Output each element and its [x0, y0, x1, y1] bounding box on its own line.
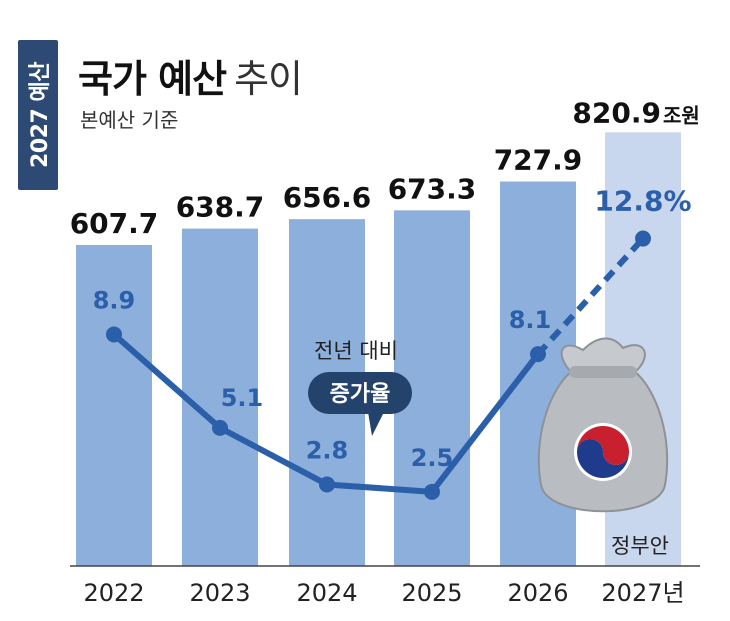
bar-value-label: 820.9 — [572, 96, 661, 129]
emblem-blue-half — [577, 439, 629, 478]
growth-point — [319, 476, 335, 493]
growth-value-label: 2.8 — [306, 436, 349, 464]
chart-subtitle: 본예산 기준 — [80, 108, 179, 132]
chart-title: 국가 예산 추이 — [78, 48, 303, 103]
x-tick-label: 2022 — [83, 579, 144, 607]
bar-value-label: 638.7 — [176, 191, 265, 224]
callout-line1: 전년 대비 — [314, 339, 398, 363]
proposal-note: 정부안 — [611, 534, 669, 558]
x-tick-label: 2024 — [296, 579, 357, 607]
bar-value-label: 656.6 — [283, 181, 372, 214]
growth-point — [106, 326, 122, 343]
growth-point — [530, 346, 546, 363]
x-tick-label: 2026 — [507, 579, 568, 607]
growth-value-label: 2.5 — [411, 444, 454, 472]
year-tag-background — [18, 40, 58, 190]
bar — [182, 228, 258, 567]
money-bag-top — [560, 337, 646, 373]
growth-point — [424, 483, 440, 500]
growth-value-label: 5.1 — [221, 384, 264, 412]
bar-value-label: 673.3 — [388, 172, 477, 205]
bar — [500, 181, 576, 566]
growth-value-label: 12.8% — [594, 185, 691, 218]
growth-value-label: 8.1 — [509, 306, 552, 334]
x-tick-label: 2027년 — [601, 579, 684, 607]
money-bag-tie — [569, 366, 637, 378]
chart-title-bold: 국가 예산 — [78, 57, 227, 101]
x-tick-label: 2025 — [401, 579, 462, 607]
bar-value-unit: 조원 — [663, 103, 700, 127]
callout-bubble — [308, 372, 412, 414]
x-tick-label: 2023 — [189, 579, 250, 607]
callout-pointer — [368, 412, 384, 436]
growth-line-dashed — [535, 236, 646, 357]
growth-value-label: 8.9 — [93, 286, 136, 314]
growth-point — [635, 230, 651, 247]
bar-value-label: 727.9 — [494, 144, 583, 177]
callout-line2: 증가율 — [330, 382, 391, 407]
bar-value-label: 607.7 — [70, 207, 159, 240]
chart-title-light: 추이 — [234, 57, 303, 101]
bar — [76, 245, 152, 566]
growth-point — [212, 419, 228, 436]
emblem-red-half — [577, 426, 629, 465]
